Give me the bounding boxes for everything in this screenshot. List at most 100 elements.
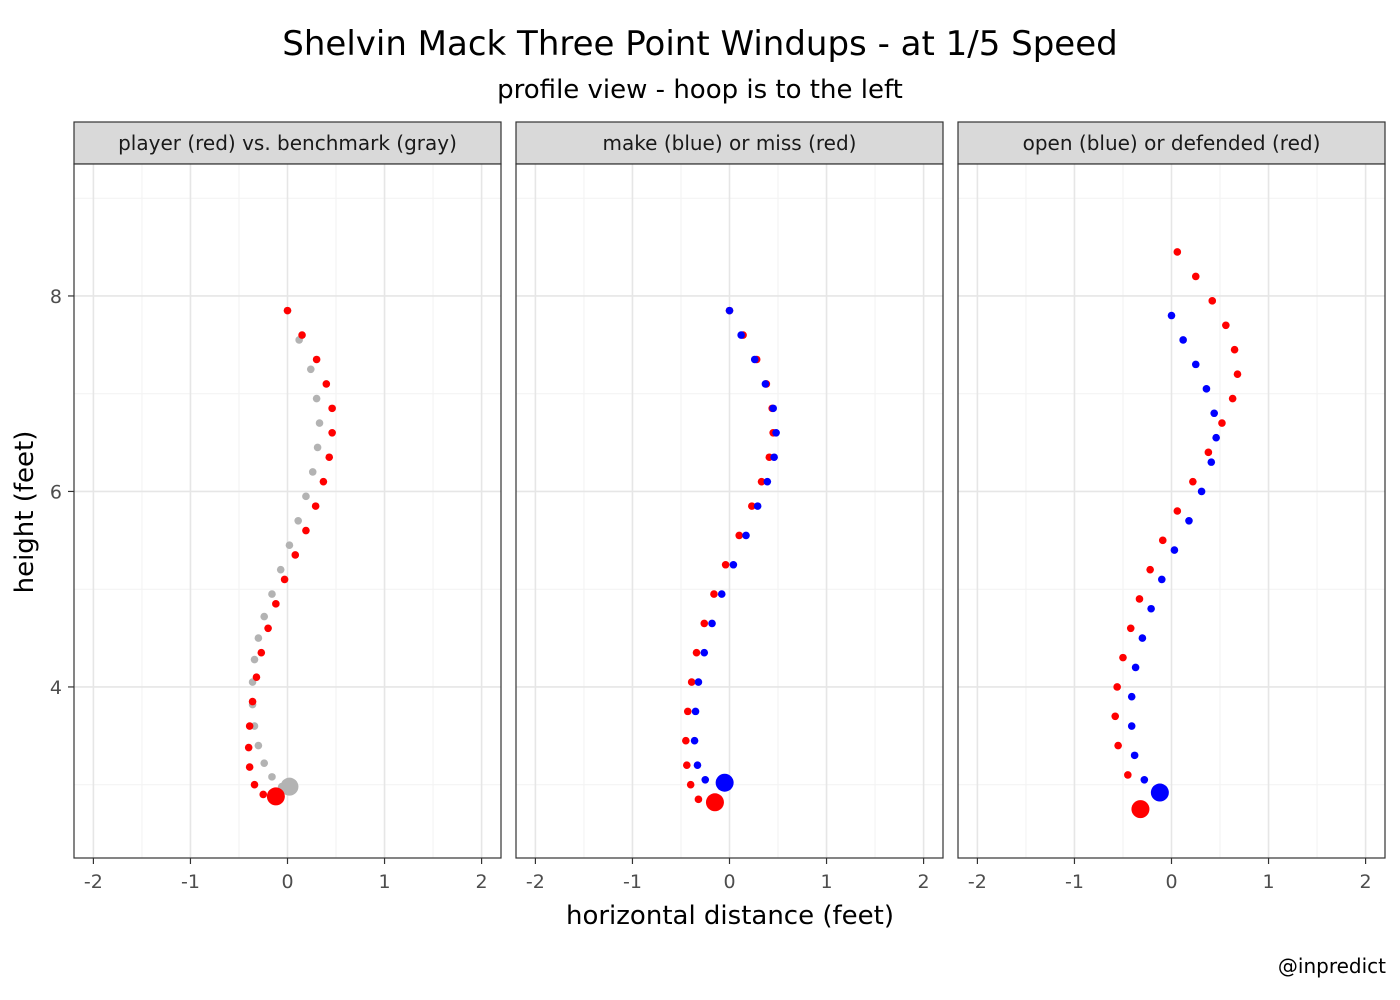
data-point: [250, 655, 259, 664]
data-point: [717, 590, 726, 598]
data-point: [1111, 712, 1120, 721]
data-point: [1189, 477, 1197, 486]
data-point: [268, 773, 276, 781]
facet-strip-label: make (blue) or miss (red): [603, 131, 857, 155]
start-point: [266, 787, 285, 806]
data-point: [1212, 433, 1220, 442]
data-point: [244, 743, 253, 752]
facet-strip-label: player (red) vs. benchmark (gray): [118, 131, 457, 155]
y-tick-label: 6: [50, 481, 62, 503]
start-point: [1131, 800, 1150, 819]
data-point: [1233, 370, 1242, 378]
data-point: [1170, 546, 1179, 554]
data-point: [328, 404, 336, 413]
data-point: [276, 565, 285, 574]
data-point: [1204, 448, 1213, 457]
credit-text: @inpredict: [1277, 954, 1386, 978]
facet-strip-label: open (blue) or defended (red): [1023, 131, 1321, 155]
x-tick-label: 2: [918, 871, 930, 893]
data-point: [1218, 419, 1226, 427]
y-axis-title: height (feet): [10, 431, 40, 594]
data-point: [322, 380, 331, 388]
data-point: [710, 590, 718, 598]
data-point: [306, 365, 315, 374]
start-point: [705, 793, 724, 812]
data-point: [1130, 751, 1139, 760]
data-point: [763, 477, 772, 486]
data-point: [245, 722, 254, 730]
x-tick-label: 0: [723, 871, 735, 893]
data-point: [761, 380, 770, 388]
facet-strip: [515, 121, 944, 165]
data-point: [312, 394, 321, 403]
x-tick-label: -2: [84, 871, 103, 893]
data-point: [1147, 604, 1155, 613]
data-point: [700, 648, 709, 657]
data-point: [683, 761, 691, 769]
data-point: [1127, 692, 1136, 701]
data-point: [1114, 741, 1122, 750]
data-point: [748, 502, 756, 510]
x-tick-label: 1: [1262, 871, 1274, 893]
data-point: [1210, 409, 1218, 418]
data-point: [725, 306, 734, 315]
data-point: [259, 790, 268, 799]
data-point: [268, 590, 276, 598]
data-point: [1185, 516, 1193, 525]
data-point: [1208, 297, 1217, 305]
data-point: [1135, 595, 1144, 603]
data-point: [729, 560, 738, 569]
data-point: [1191, 272, 1200, 281]
data-point: [692, 648, 701, 657]
start-point: [715, 773, 734, 792]
chart-subtitle: profile view - hoop is to the left: [497, 75, 903, 105]
data-point: [298, 331, 306, 339]
x-tick-label: 0: [281, 871, 293, 893]
data-point: [257, 648, 266, 657]
data-point: [1207, 458, 1216, 466]
data-point: [291, 551, 300, 559]
x-tick-label: 1: [378, 871, 390, 893]
data-point: [1228, 394, 1237, 403]
data-point: [1197, 487, 1206, 496]
data-point: [272, 600, 280, 608]
data-point: [687, 678, 696, 686]
data-point: [308, 468, 317, 476]
data-point: [302, 526, 310, 535]
data-point: [1127, 722, 1136, 730]
data-point: [325, 453, 334, 462]
y-tick-label: 4: [50, 677, 62, 699]
data-point: [683, 707, 692, 716]
x-axis-title: horizontal distance (feet): [566, 901, 894, 931]
data-point: [264, 624, 272, 633]
data-point: [1140, 776, 1149, 784]
data-point: [682, 736, 690, 745]
data-point: [686, 780, 695, 789]
data-point: [1222, 321, 1230, 330]
data-point: [750, 355, 759, 364]
data-point: [735, 531, 744, 540]
x-tick-label: 0: [1165, 871, 1177, 893]
data-point: [737, 331, 745, 339]
data-point: [1167, 311, 1176, 320]
y-tick-label: 8: [50, 286, 62, 308]
data-point: [312, 355, 321, 364]
data-point: [311, 502, 320, 510]
x-tick-label: -1: [1065, 871, 1084, 893]
data-point: [1230, 345, 1239, 354]
data-point: [694, 678, 703, 686]
data-point: [690, 736, 699, 745]
data-point: [294, 516, 302, 525]
data-point: [1124, 771, 1132, 779]
data-point: [1158, 536, 1167, 545]
data-point: [283, 306, 292, 315]
data-point: [1191, 360, 1200, 369]
data-point: [700, 619, 709, 628]
data-point: [260, 759, 269, 767]
data-point: [280, 575, 289, 584]
data-point: [753, 502, 762, 510]
x-tick-label: 2: [476, 871, 488, 893]
data-point: [694, 795, 703, 804]
data-point: [691, 707, 700, 716]
data-point: [721, 560, 730, 569]
